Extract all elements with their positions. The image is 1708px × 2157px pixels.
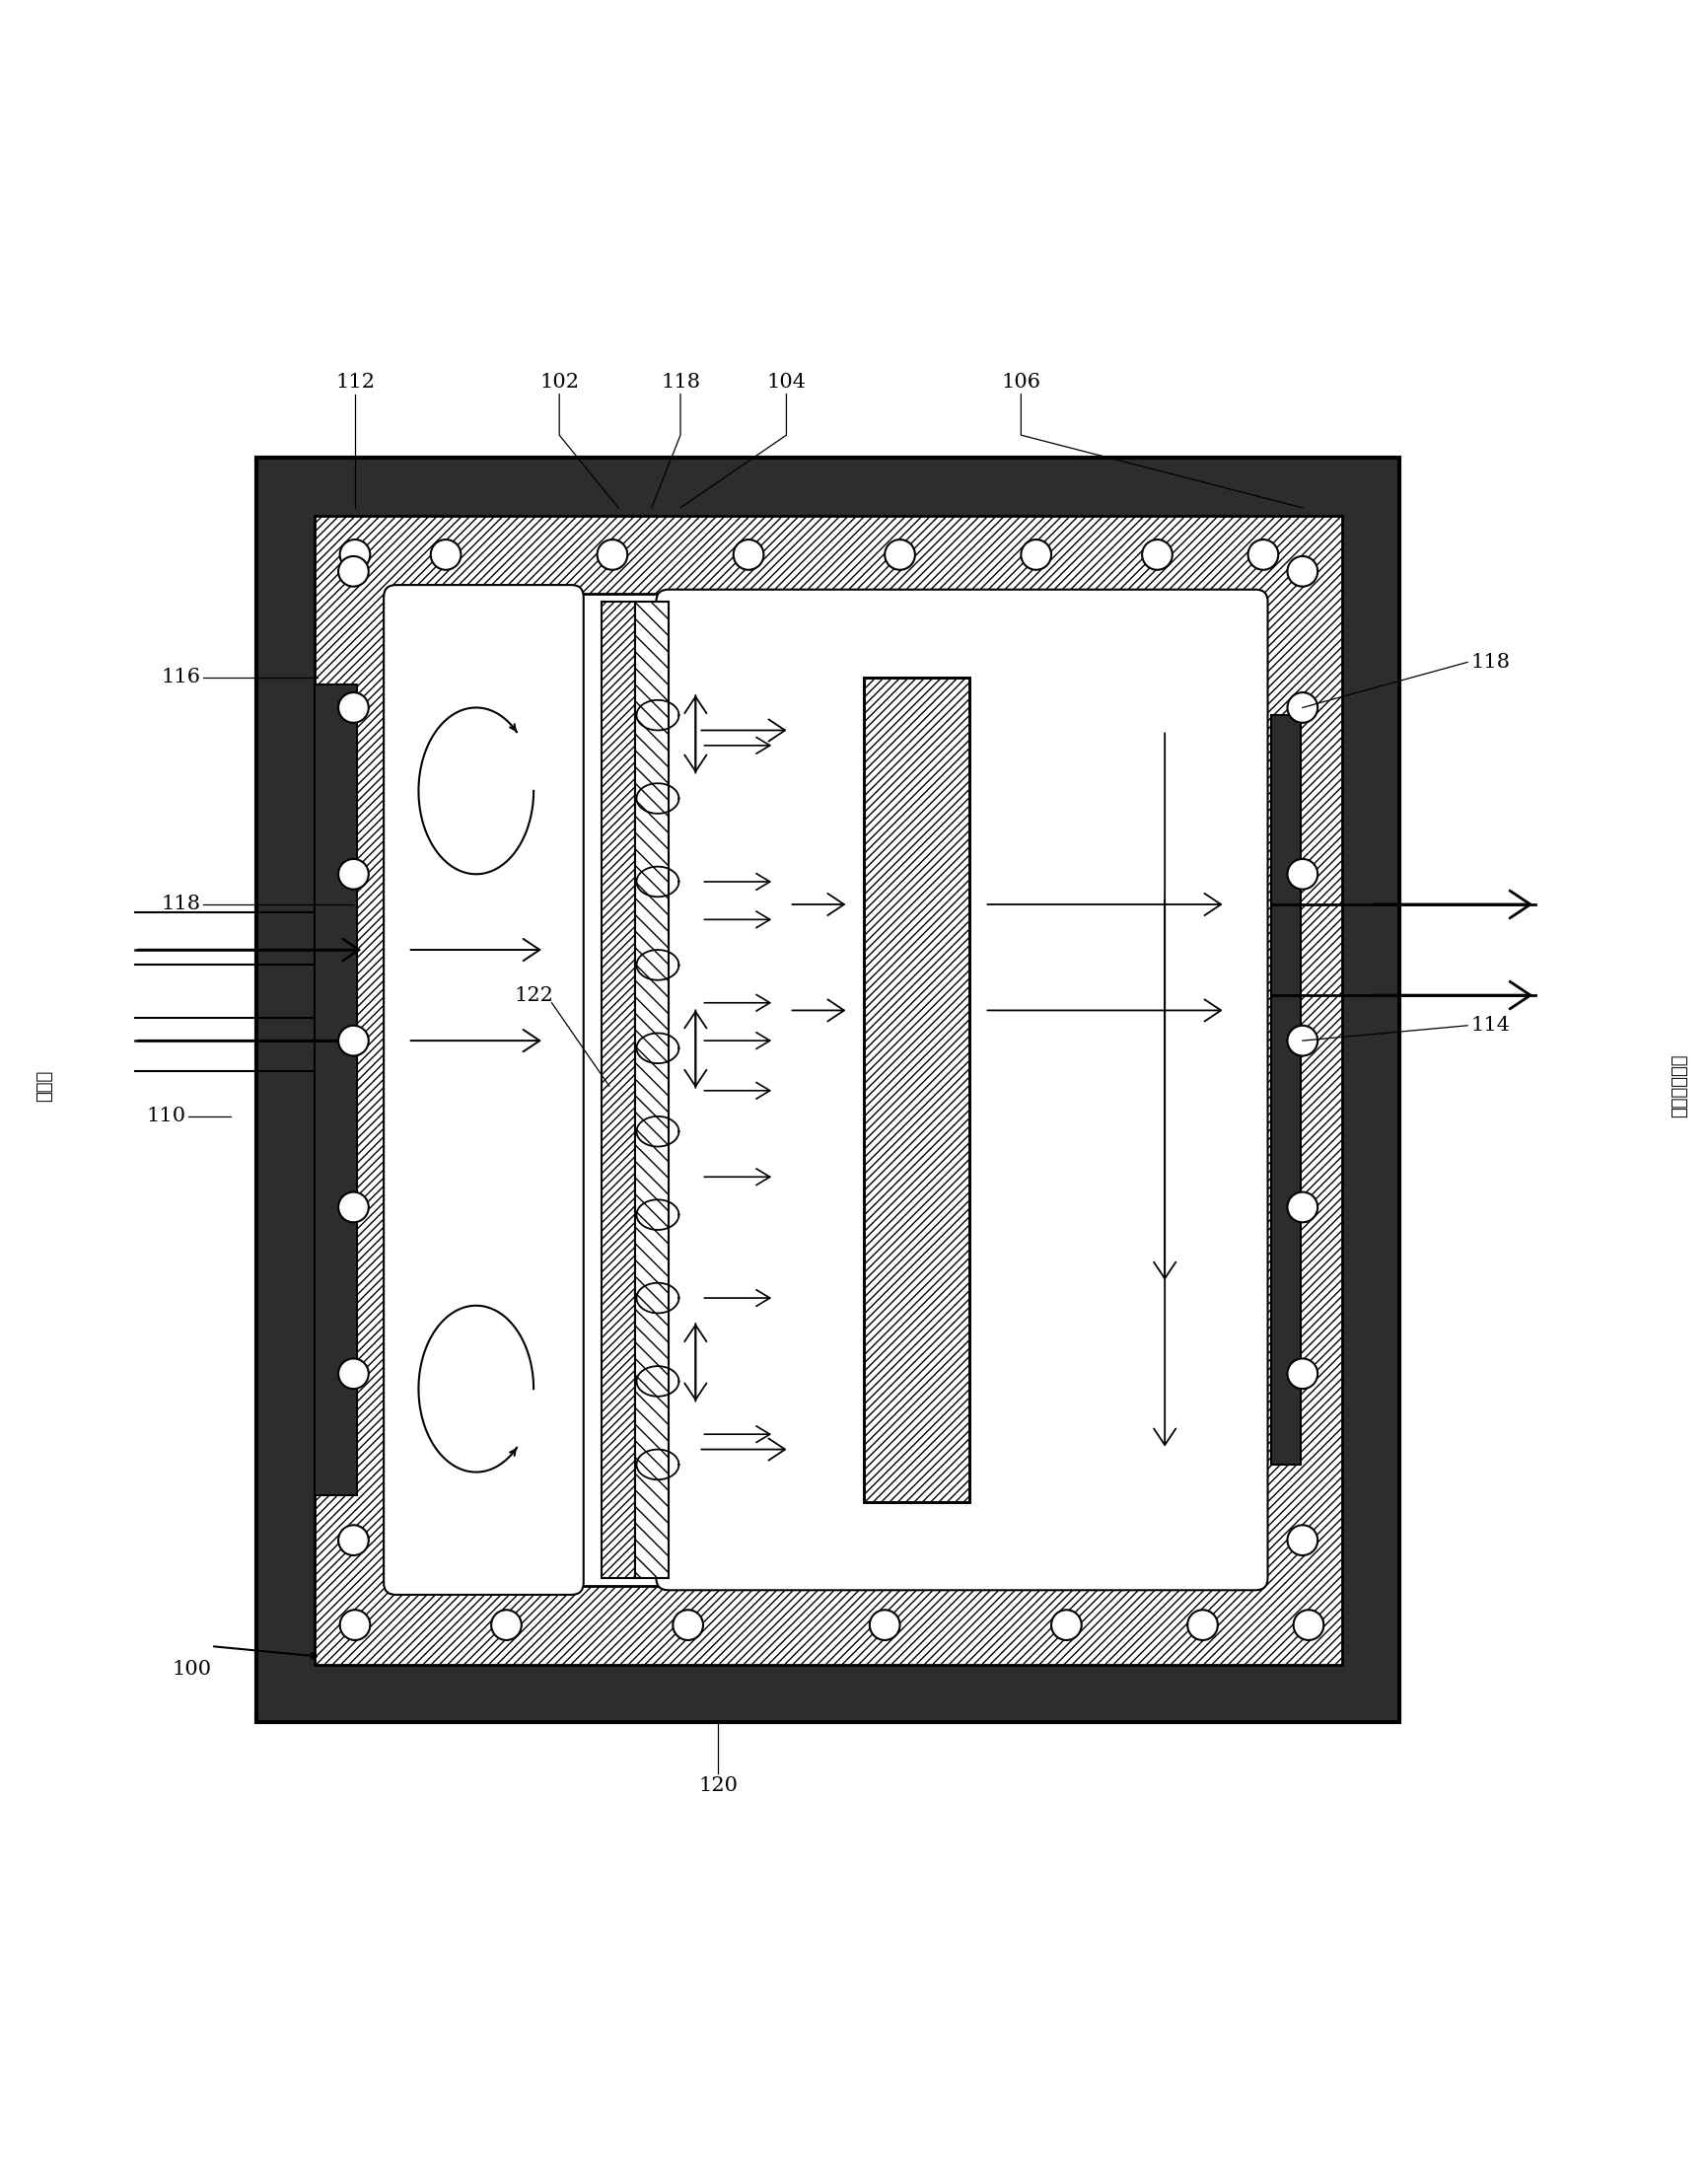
Text: 118: 118 — [1469, 654, 1510, 671]
Circle shape — [1286, 557, 1317, 587]
Circle shape — [338, 1025, 369, 1055]
Circle shape — [1286, 858, 1317, 889]
Circle shape — [338, 1193, 369, 1223]
FancyBboxPatch shape — [656, 589, 1267, 1590]
Bar — [863, 677, 968, 1503]
Bar — [393, 593, 574, 1585]
Circle shape — [1187, 1609, 1218, 1639]
Circle shape — [340, 1609, 371, 1639]
Circle shape — [1286, 1193, 1317, 1223]
Circle shape — [338, 1359, 369, 1389]
Circle shape — [340, 539, 371, 569]
Circle shape — [1286, 692, 1317, 723]
Bar — [393, 593, 1262, 1585]
Bar — [635, 602, 668, 1579]
Bar — [314, 686, 357, 1495]
Text: 118: 118 — [161, 895, 200, 915]
Circle shape — [1286, 1525, 1317, 1555]
Bar — [314, 516, 1341, 1665]
Text: 118: 118 — [661, 373, 700, 390]
Bar — [256, 457, 1399, 1721]
Text: 102: 102 — [540, 373, 579, 390]
Circle shape — [869, 1609, 900, 1639]
Text: 104: 104 — [767, 373, 806, 390]
Circle shape — [885, 539, 914, 569]
Circle shape — [430, 539, 461, 569]
Bar — [863, 677, 968, 1503]
Text: 106: 106 — [1001, 373, 1040, 390]
Text: 排出气流定气: 排出气流定气 — [1670, 1055, 1688, 1117]
Circle shape — [338, 858, 369, 889]
Circle shape — [1247, 539, 1278, 569]
Circle shape — [1293, 1609, 1324, 1639]
Text: 116: 116 — [161, 669, 200, 686]
Circle shape — [338, 557, 369, 587]
Circle shape — [1286, 1359, 1317, 1389]
Circle shape — [338, 692, 369, 723]
Circle shape — [490, 1609, 521, 1639]
Text: 110: 110 — [145, 1107, 186, 1126]
Text: 114: 114 — [1469, 1016, 1510, 1035]
Circle shape — [1141, 539, 1172, 569]
FancyBboxPatch shape — [384, 585, 582, 1594]
Text: 122: 122 — [514, 986, 553, 1005]
Circle shape — [338, 1525, 369, 1555]
Circle shape — [673, 1609, 702, 1639]
Circle shape — [733, 539, 763, 569]
Circle shape — [596, 539, 627, 569]
Text: 120: 120 — [699, 1775, 738, 1795]
Bar — [601, 602, 635, 1579]
Circle shape — [1050, 1609, 1081, 1639]
Text: 112: 112 — [335, 373, 374, 390]
Text: 100: 100 — [171, 1659, 212, 1678]
Circle shape — [1286, 1025, 1317, 1055]
Circle shape — [1020, 539, 1050, 569]
Text: 等离子: 等离子 — [36, 1070, 53, 1102]
Bar — [1271, 716, 1300, 1465]
